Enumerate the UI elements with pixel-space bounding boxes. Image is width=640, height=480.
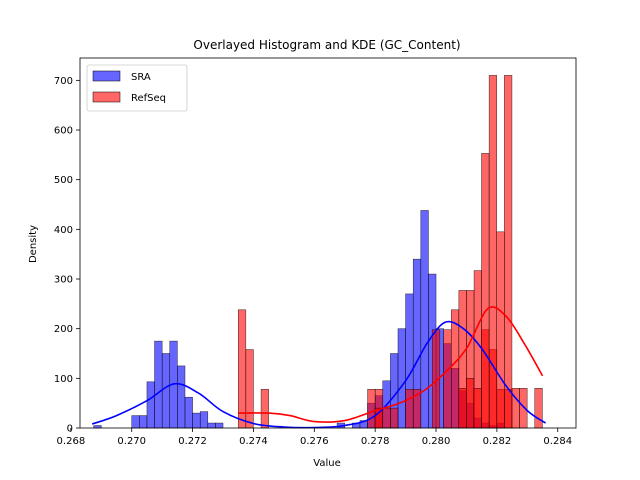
y-axis-title: Density bbox=[28, 225, 39, 263]
histogram-bar bbox=[215, 422, 224, 429]
x-tick-label: 0.274 bbox=[239, 436, 268, 447]
histogram-bar bbox=[450, 309, 460, 429]
histogram-bar bbox=[443, 329, 452, 429]
histogram-bar bbox=[519, 388, 528, 429]
x-tick-label: 0.278 bbox=[361, 436, 390, 447]
histogram-bar bbox=[177, 365, 186, 429]
legend: SRA RefSeq bbox=[86, 64, 188, 112]
y-tick-label: 300 bbox=[54, 275, 73, 286]
y-tick-label: 200 bbox=[54, 324, 73, 335]
histogram-bar bbox=[245, 349, 254, 429]
histogram-bar bbox=[504, 75, 513, 429]
plot-area bbox=[91, 75, 547, 429]
histogram-bar bbox=[237, 309, 247, 429]
x-tick-label: 0.270 bbox=[117, 436, 146, 447]
histogram-bar bbox=[154, 340, 163, 429]
plot-frame bbox=[79, 57, 577, 429]
legend-swatch-refseq bbox=[92, 91, 121, 103]
legend-label-sra: SRA bbox=[131, 72, 151, 83]
histogram-bar bbox=[139, 415, 148, 429]
x-tick-label: 0.280 bbox=[422, 436, 451, 447]
y-tick-label: 500 bbox=[54, 175, 73, 186]
histogram-bar bbox=[184, 396, 193, 429]
legend-label-refseq: RefSeq bbox=[131, 93, 166, 104]
histogram-bar bbox=[397, 328, 406, 429]
series-refseq-bars bbox=[237, 75, 543, 429]
histogram-bar bbox=[405, 389, 414, 429]
histogram-bar bbox=[390, 407, 399, 429]
histogram-bar bbox=[496, 231, 505, 429]
x-tick-label: 0.284 bbox=[543, 436, 572, 447]
chart-title: Overlayed Histogram and KDE (GC_Content) bbox=[193, 38, 460, 52]
histogram-bar bbox=[488, 75, 497, 429]
legend-swatch-sra bbox=[92, 70, 121, 82]
histogram-bar bbox=[260, 389, 269, 429]
y-tick-label: 0 bbox=[67, 424, 73, 435]
x-tick-label: 0.276 bbox=[300, 436, 329, 447]
histogram-bar bbox=[382, 407, 391, 429]
histogram-bar bbox=[458, 388, 467, 429]
kde-line-sra bbox=[91, 320, 547, 429]
histogram-bar bbox=[466, 378, 475, 429]
x-tick-label: 0.282 bbox=[483, 436, 512, 447]
y-tick-label: 400 bbox=[54, 225, 73, 236]
y-tick-label: 600 bbox=[54, 126, 73, 137]
histogram-bar bbox=[473, 388, 482, 429]
histogram-bar bbox=[481, 153, 490, 429]
histogram-bar bbox=[131, 415, 140, 429]
histogram-bar bbox=[199, 411, 209, 429]
x-tick-label: 0.268 bbox=[57, 436, 86, 447]
x-tick-label: 0.272 bbox=[178, 436, 207, 447]
y-tick-label: 100 bbox=[54, 374, 73, 385]
y-tick-label: 700 bbox=[54, 76, 73, 87]
kde-line-refseq bbox=[238, 306, 544, 423]
histogram-bar bbox=[146, 381, 155, 429]
histogram-bar bbox=[420, 210, 429, 429]
histogram-bar bbox=[207, 422, 216, 429]
axes: 0.268 0.270 0.272 0.274 0.276 0.278 0.280 0.282… bbox=[54, 57, 577, 447]
histogram-bar bbox=[367, 389, 376, 429]
histogram-bar bbox=[192, 412, 201, 429]
histogram-bar bbox=[534, 388, 543, 429]
histogram-bar bbox=[161, 353, 171, 429]
x-axis-title: Value bbox=[313, 458, 340, 469]
